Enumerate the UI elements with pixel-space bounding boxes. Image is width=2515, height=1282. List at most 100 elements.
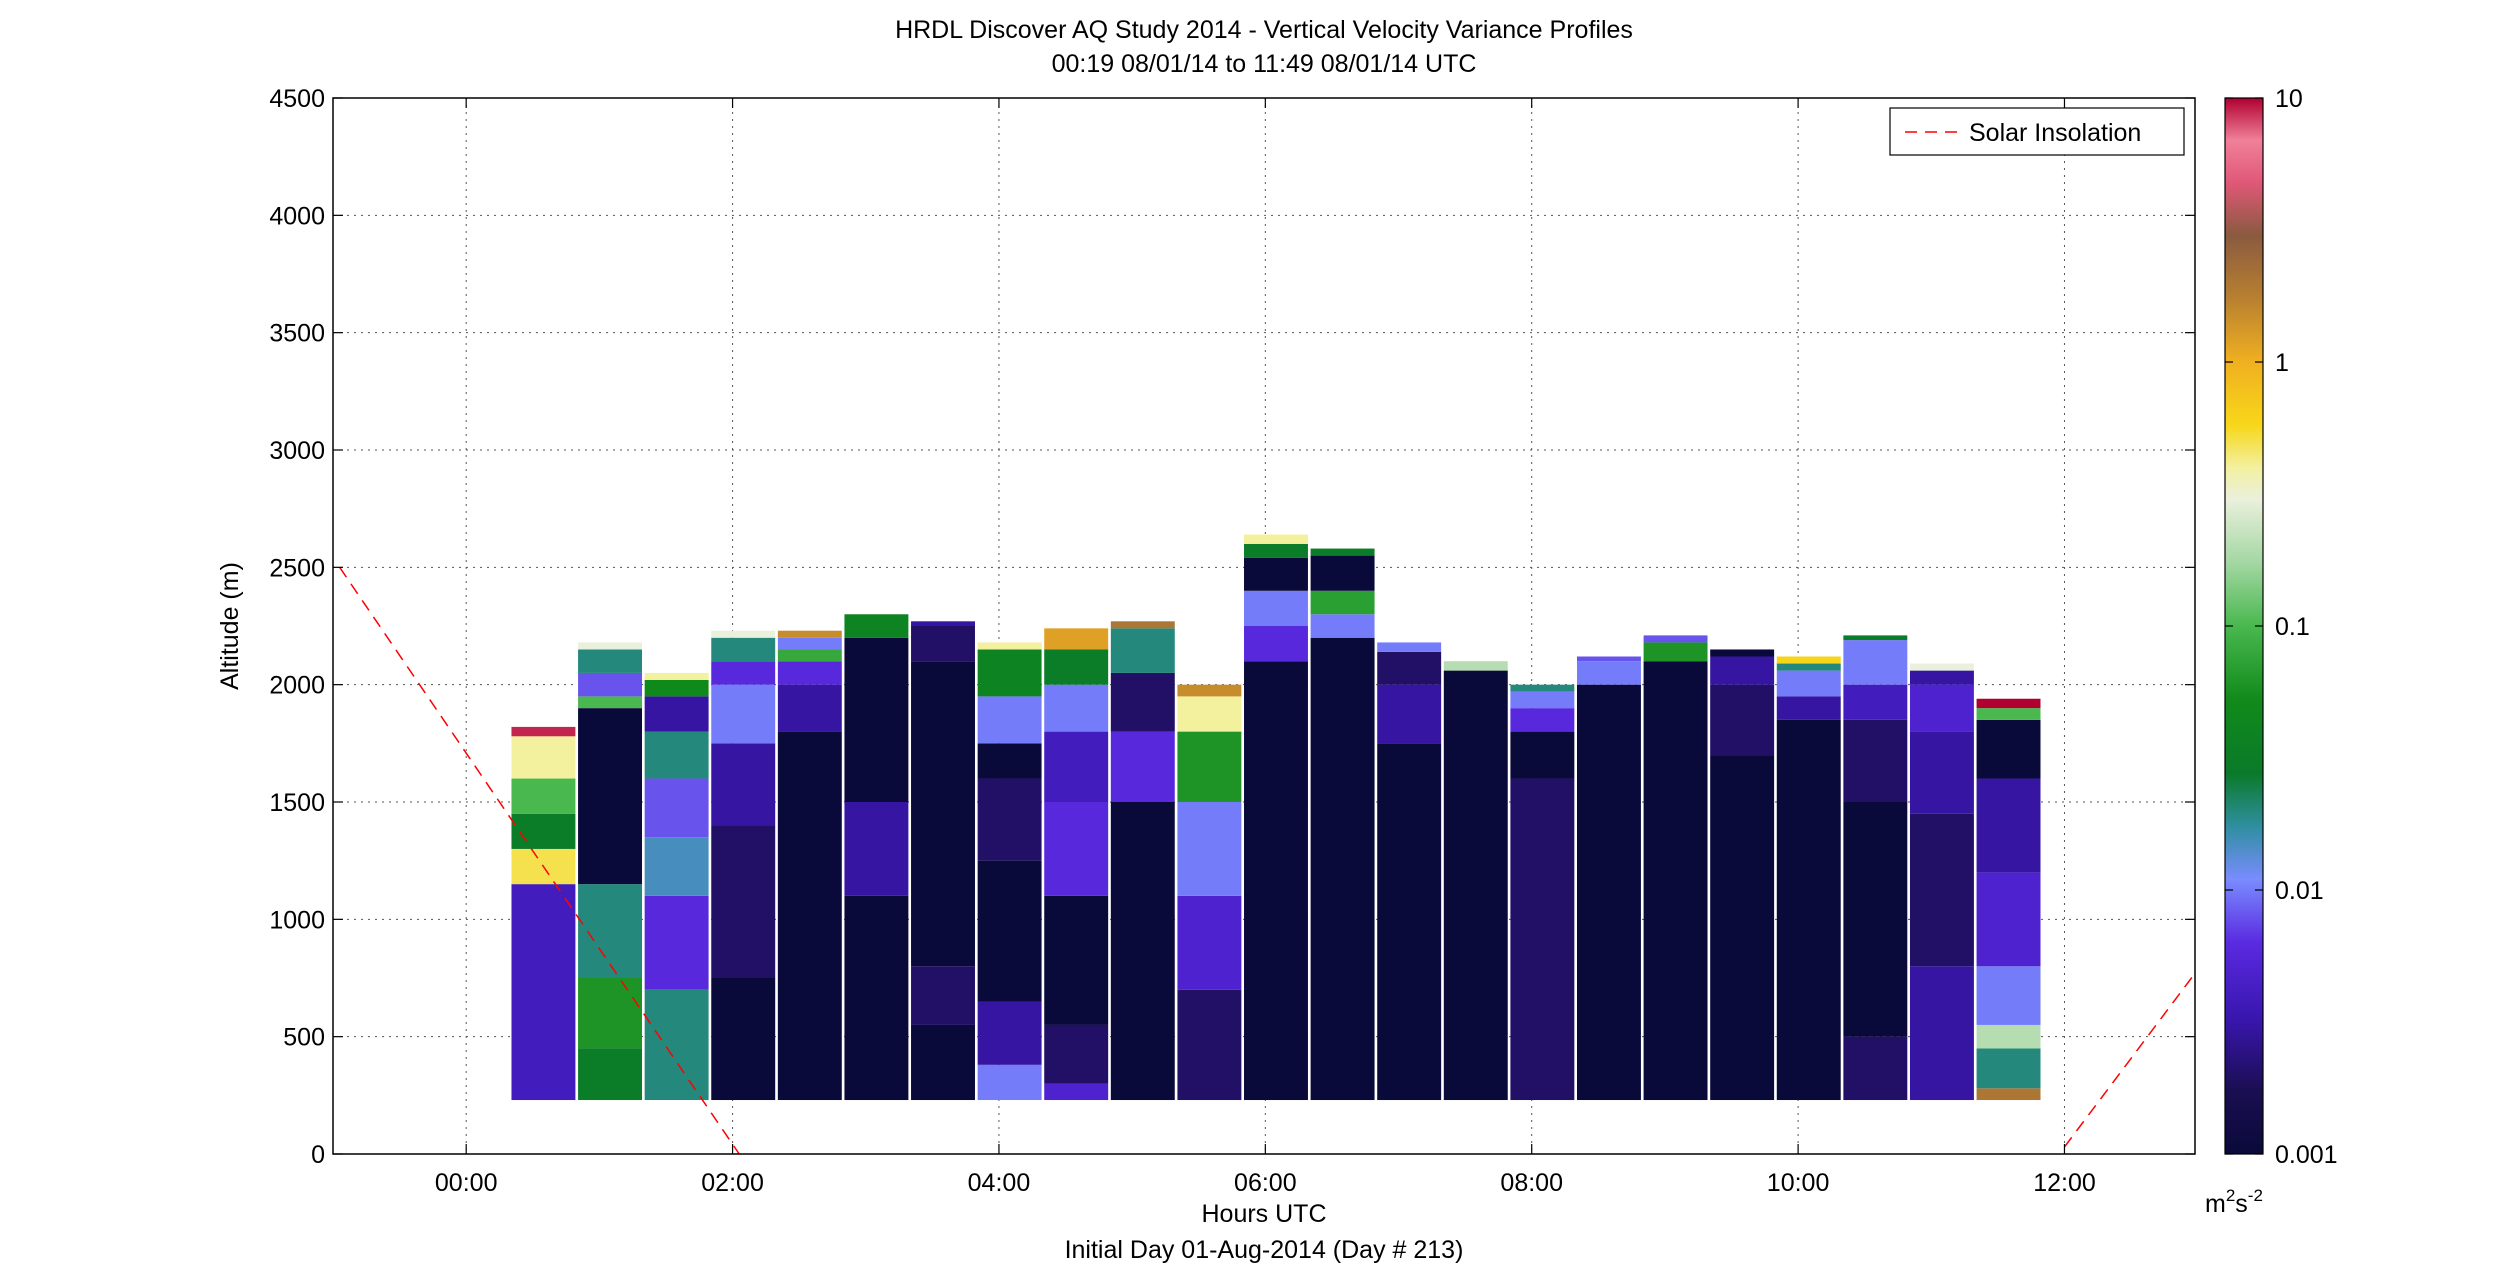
- profile-cell: [1177, 684, 1242, 697]
- profile-column-3: [711, 630, 776, 1101]
- profile-cell: [1776, 663, 1841, 671]
- profile-cell: [911, 966, 975, 1025]
- profile-column-9: [1110, 621, 1175, 1101]
- profile-cell: [1643, 635, 1708, 643]
- profile-cell: [1310, 637, 1375, 1101]
- y-tick-label-4: 2000: [269, 672, 325, 700]
- profile-cell: [1643, 661, 1708, 1101]
- profile-cell: [1776, 696, 1841, 720]
- profile-cell: [578, 884, 643, 978]
- profile-cell: [1110, 672, 1175, 732]
- profile-cell: [1310, 555, 1375, 591]
- y-axis: 0 500 1000 1500 2000 2500 3000 3500 4000 4500: [269, 85, 2195, 1169]
- profile-column-19: [1776, 656, 1841, 1101]
- profile-cell: [1110, 621, 1175, 629]
- profile-cell: [911, 626, 975, 662]
- legend-box: [1889, 107, 2185, 156]
- profile-cell: [1976, 708, 2041, 720]
- profile-cell: [711, 661, 776, 685]
- profile-cell: [911, 621, 975, 626]
- profile-cell: [1310, 590, 1375, 615]
- profile-column-18: [1710, 649, 1775, 1101]
- profile-cell: [1576, 684, 1641, 1101]
- solar-insolation-line: [339, 566, 2195, 1154]
- profile-cell: [1177, 989, 1242, 1101]
- profile-cell: [1510, 778, 1575, 1101]
- y-tick-label-8: 4000: [269, 202, 325, 230]
- x-tick-label-4: 08:00: [1500, 1169, 1563, 1197]
- y-tick-label-1: 500: [283, 1024, 325, 1052]
- profile-cell: [644, 989, 709, 1101]
- profile-cell: [1510, 691, 1575, 709]
- profile-cell: [644, 895, 709, 990]
- profile-cell: [711, 743, 776, 826]
- profile-cell: [1643, 642, 1708, 662]
- profile-cell: [777, 649, 842, 662]
- profile-cell: [1909, 813, 1974, 967]
- y-axis-label: Altitude (m): [216, 562, 244, 690]
- profile-cell: [1776, 656, 1841, 664]
- colorbar: 0.001 0.01 0.1 1 10 m2s-2: [2205, 85, 2338, 1218]
- profile-cell: [977, 642, 1042, 650]
- profile-cell: [1110, 628, 1175, 673]
- profile-cell: [711, 978, 776, 1101]
- profile-cell: [511, 813, 576, 849]
- profile-cell: [1776, 670, 1841, 697]
- colorbar-unit-base: m: [2205, 1190, 2226, 1218]
- profile-cell: [1044, 895, 1109, 1025]
- profile-cell: [1843, 1036, 1908, 1101]
- legend-label-solar-insolation: Solar Insolation: [1969, 119, 2141, 147]
- profile-cell: [1377, 684, 1442, 744]
- profile-cell: [1244, 590, 1308, 626]
- profile-column-1: [578, 642, 643, 1101]
- profile-cell: [1710, 684, 1775, 756]
- profile-cell: [977, 649, 1042, 697]
- x-tick-label-6: 12:00: [2033, 1169, 2096, 1197]
- profile-cell: [578, 978, 643, 1049]
- y-tick-label-0: 0: [311, 1141, 325, 1169]
- profile-cell: [1443, 670, 1508, 1101]
- profile-cell: [777, 637, 842, 650]
- profile-column-7: [977, 642, 1042, 1101]
- profile-cell: [1244, 626, 1308, 662]
- footnote: Initial Day 01-Aug-2014 (Day # 213): [1065, 1236, 1464, 1264]
- profile-cell: [977, 1001, 1042, 1065]
- profile-cell: [1044, 1024, 1109, 1084]
- profile-cell: [1177, 731, 1242, 802]
- profile-column-20: [1843, 635, 1908, 1101]
- profile-column-5: [844, 614, 909, 1101]
- profile-cell: [977, 696, 1042, 744]
- profile-cell: [1044, 628, 1109, 650]
- profile-column-11: [1244, 534, 1308, 1101]
- profile-cell: [578, 1048, 643, 1101]
- profile-cell: [1177, 802, 1242, 896]
- profile-column-10: [1177, 684, 1242, 1101]
- profile-cell: [644, 778, 709, 838]
- profile-column-6: [911, 621, 975, 1101]
- profile-cell: [644, 672, 709, 680]
- profile-cell: [977, 778, 1042, 861]
- y-tick-label-2: 1000: [269, 906, 325, 934]
- profile-cell: [911, 1024, 975, 1101]
- profile-column-2: [644, 672, 709, 1101]
- chart-subtitle: 00:19 08/01/14 to 11:49 08/01/14 UTC: [1052, 50, 1477, 78]
- profile-column-21: [1909, 663, 1974, 1101]
- profile-cell: [1710, 656, 1775, 685]
- colorbar-unit-exp1: 2: [2226, 1186, 2235, 1205]
- profile-column-8: [1044, 628, 1109, 1101]
- profile-cell: [1909, 663, 1974, 671]
- profile-cell: [711, 637, 776, 662]
- profile-cell: [1843, 719, 1908, 802]
- profile-cell: [1310, 614, 1375, 638]
- profile-cell: [1244, 557, 1308, 591]
- profile-cell: [1976, 872, 2041, 967]
- profile-cell: [1044, 1083, 1109, 1101]
- profile-cell: [1044, 684, 1109, 732]
- profile-cell: [1976, 1024, 2041, 1049]
- colorbar-tick-label-1: 0.01: [2275, 877, 2324, 905]
- profile-cell: [1976, 966, 2041, 1025]
- profile-column-4: [777, 630, 842, 1101]
- profile-cell: [1044, 802, 1109, 896]
- profile-cell: [644, 731, 709, 779]
